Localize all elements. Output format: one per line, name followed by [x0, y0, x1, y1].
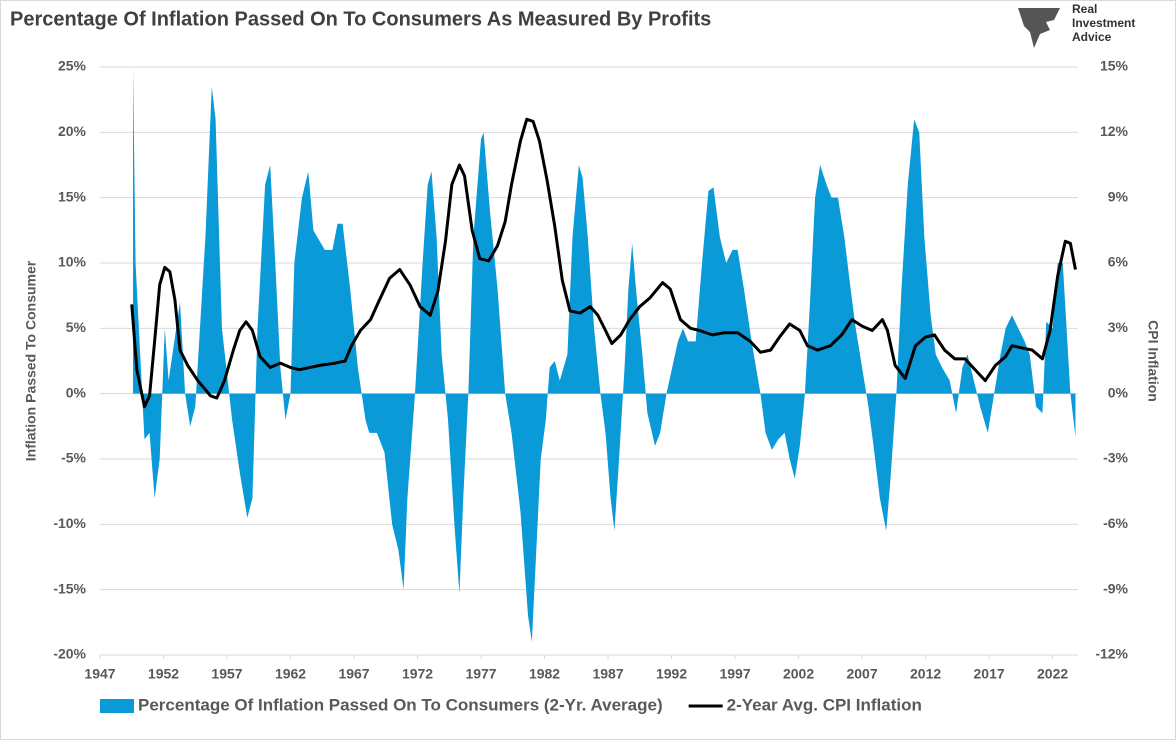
- legend-label: 2-Year Avg. CPI Inflation: [727, 695, 922, 714]
- y2-tick-label: 0%: [1108, 384, 1129, 400]
- x-tick-label: 2002: [783, 666, 814, 682]
- y2-tick-label: -12%: [1095, 646, 1128, 662]
- legend-swatch: [100, 699, 134, 713]
- logo-icon: [1018, 8, 1060, 48]
- x-tick-label: 1957: [211, 666, 242, 682]
- legend-label: Percentage Of Inflation Passed On To Con…: [138, 695, 663, 714]
- y-tick-label: 20%: [58, 123, 87, 139]
- x-tick-label: 1962: [275, 666, 306, 682]
- y2-tick-label: 15%: [1100, 58, 1129, 74]
- x-tick-label: 1967: [338, 666, 369, 682]
- x-tick-label: 1992: [656, 666, 687, 682]
- logo-text: Investment: [1072, 16, 1135, 30]
- x-tick-label: 2012: [910, 666, 941, 682]
- x-tick-label: 1987: [592, 666, 623, 682]
- y2-tick-label: 9%: [1108, 188, 1129, 204]
- area: [133, 67, 1076, 642]
- y2-tick-label: 6%: [1108, 254, 1129, 270]
- y2-tick-label: -3%: [1103, 450, 1128, 466]
- x-tick-label: 1947: [84, 666, 115, 682]
- x-tick-label: 2022: [1037, 666, 1068, 682]
- line: [130, 117, 1077, 409]
- logo: Real Investment Advice: [1018, 2, 1135, 48]
- y-tick-label: 0%: [66, 384, 87, 400]
- x-tick-label: 2007: [846, 666, 877, 682]
- x-tick-label: 2017: [974, 666, 1005, 682]
- y-axis-title: Inflation Passed To Consumer: [23, 260, 39, 461]
- y-tick-label: -20%: [53, 646, 86, 662]
- x-tick-label: 1972: [402, 666, 433, 682]
- y2-tick-label: 3%: [1108, 319, 1129, 335]
- y-tick-label: 15%: [58, 188, 87, 204]
- logo-text: Advice: [1072, 30, 1112, 44]
- x-tick-label: 1982: [529, 666, 560, 682]
- y-tick-label: 10%: [58, 254, 87, 270]
- y-tick-label: -5%: [61, 450, 86, 466]
- y-tick-label: 5%: [66, 319, 87, 335]
- y2-tick-label: 12%: [1100, 123, 1129, 139]
- y-tick-label: 25%: [58, 58, 87, 74]
- x-tick-label: 1977: [465, 666, 496, 682]
- y-tick-label: -15%: [53, 580, 86, 596]
- x-tick-label: 1997: [719, 666, 750, 682]
- y2-tick-label: -6%: [1103, 515, 1128, 531]
- y2-axis-title: CPI Inflation: [1145, 320, 1161, 402]
- y2-tick-label: -9%: [1103, 580, 1128, 596]
- y-tick-label: -10%: [53, 515, 86, 531]
- chart-title: Percentage Of Inflation Passed On To Con…: [10, 8, 711, 30]
- logo-text: Real: [1072, 2, 1097, 16]
- x-tick-label: 1952: [148, 666, 179, 682]
